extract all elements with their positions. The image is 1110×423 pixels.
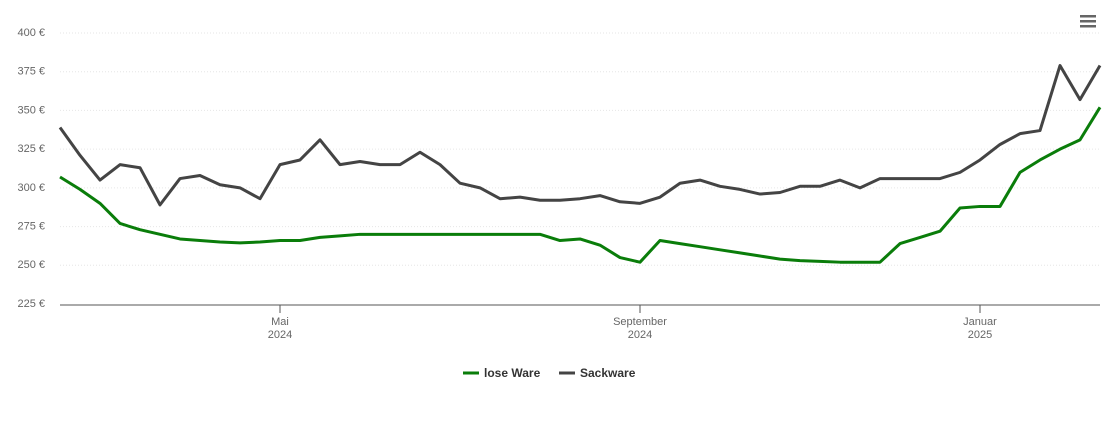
y-tick-label: 225 €: [17, 298, 45, 310]
line-series: [59, 106, 1102, 264]
y-tick-label: 325 €: [17, 143, 45, 155]
y-tick-label: 400 €: [17, 27, 45, 39]
menu-button[interactable]: [1080, 15, 1096, 28]
x-tick-label: Januar 2025: [963, 316, 997, 341]
y-tick-label: 275 €: [17, 220, 45, 232]
legend-label[interactable]: Sackware: [580, 366, 636, 380]
x-tick-label: September 2024: [613, 316, 667, 341]
x-tick-label: Mai 2024: [267, 316, 293, 341]
y-tick-label: 250 €: [17, 259, 45, 271]
y-tick-label: 375 €: [17, 66, 45, 78]
y-tick-label: 350 €: [17, 104, 45, 116]
legend-label[interactable]: lose Ware: [484, 366, 541, 380]
line-series: [58, 64, 1102, 207]
y-tick-label: 300 €: [17, 182, 45, 194]
